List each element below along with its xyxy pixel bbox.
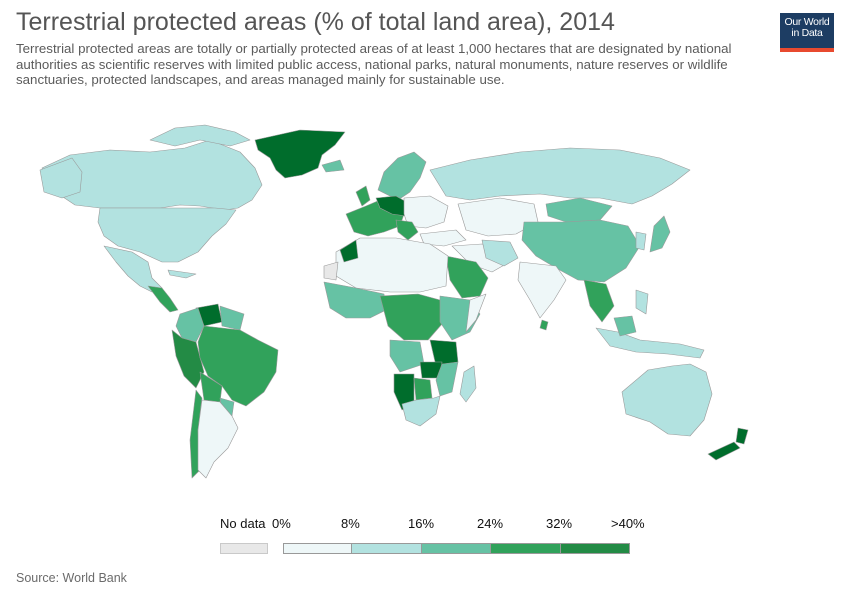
region-china[interactable]: [521, 219, 641, 283]
logo-line-1: Our World: [784, 16, 830, 28]
region-brazil[interactable]: [197, 325, 279, 407]
region-new-zealand[interactable]: [707, 427, 749, 461]
legend-tick-2: 16%: [408, 516, 435, 531]
region-west-africa[interactable]: [323, 281, 387, 319]
region-madagascar[interactable]: [459, 365, 477, 403]
region-india[interactable]: [517, 261, 567, 319]
region-western-sahara[interactable]: [323, 261, 339, 281]
region-mozambique[interactable]: [435, 361, 459, 397]
region-guianas[interactable]: [219, 305, 245, 331]
region-russia[interactable]: [429, 147, 691, 205]
legend-color-scale: [283, 543, 630, 554]
region-borneo[interactable]: [613, 315, 637, 337]
region-usa[interactable]: [97, 207, 237, 263]
region-mongolia[interactable]: [545, 197, 613, 223]
region-somalia[interactable]: [465, 293, 487, 333]
legend-tick-0: 0%: [272, 516, 291, 531]
region-uk[interactable]: [355, 185, 371, 207]
legend-tick-4: 32%: [546, 516, 573, 531]
legend-tick-1: 8%: [341, 516, 360, 531]
region-argentina[interactable]: [197, 399, 239, 479]
region-canada-islands[interactable]: [149, 124, 251, 147]
legend-bin-4[interactable]: [560, 543, 630, 554]
region-angola[interactable]: [389, 339, 425, 373]
region-morocco[interactable]: [339, 239, 359, 263]
region-korea[interactable]: [635, 231, 647, 251]
chart-title: Terrestrial protected areas (% of total …: [16, 8, 615, 36]
owid-logo[interactable]: Our World in Data: [780, 13, 834, 52]
legend-bin-0[interactable]: [283, 543, 353, 554]
legend-nodata-label: No data: [220, 516, 266, 531]
region-eastern-europe[interactable]: [403, 195, 449, 229]
legend-bin-1[interactable]: [352, 543, 422, 554]
logo-line-2: in Data: [791, 27, 823, 39]
region-iceland[interactable]: [321, 159, 345, 173]
legend-bin-3[interactable]: [491, 543, 561, 554]
region-greenland[interactable]: [254, 129, 346, 179]
region-iran[interactable]: [481, 239, 519, 267]
region-alaska[interactable]: [39, 157, 83, 199]
legend-nodata-swatch[interactable]: [220, 543, 268, 554]
region-north-africa[interactable]: [335, 237, 449, 293]
region-southeast-asia[interactable]: [583, 279, 615, 323]
legend-tick-5: >40%: [611, 516, 645, 531]
region-philippines[interactable]: [635, 289, 649, 315]
region-sri-lanka[interactable]: [539, 319, 549, 331]
region-turkey[interactable]: [419, 229, 467, 247]
region-south-africa[interactable]: [401, 395, 441, 427]
region-balkans[interactable]: [395, 219, 419, 241]
region-scandinavia[interactable]: [377, 151, 427, 201]
region-central-america[interactable]: [147, 285, 179, 313]
world-map[interactable]: [0, 100, 850, 500]
region-peru[interactable]: [171, 329, 205, 389]
region-indonesia[interactable]: [595, 327, 705, 359]
region-japan[interactable]: [649, 215, 671, 253]
region-central-africa[interactable]: [379, 293, 443, 341]
region-botswana[interactable]: [413, 377, 433, 401]
region-canada[interactable]: [41, 139, 263, 211]
legend-tick-3: 24%: [477, 516, 504, 531]
region-cuba[interactable]: [167, 269, 197, 279]
region-australia[interactable]: [621, 363, 713, 437]
legend-bin-2[interactable]: [421, 543, 492, 554]
logo-accent-bar: [780, 48, 834, 52]
source-note: Source: World Bank: [16, 571, 127, 585]
chart-subtitle: Terrestrial protected areas are totally …: [16, 41, 732, 88]
